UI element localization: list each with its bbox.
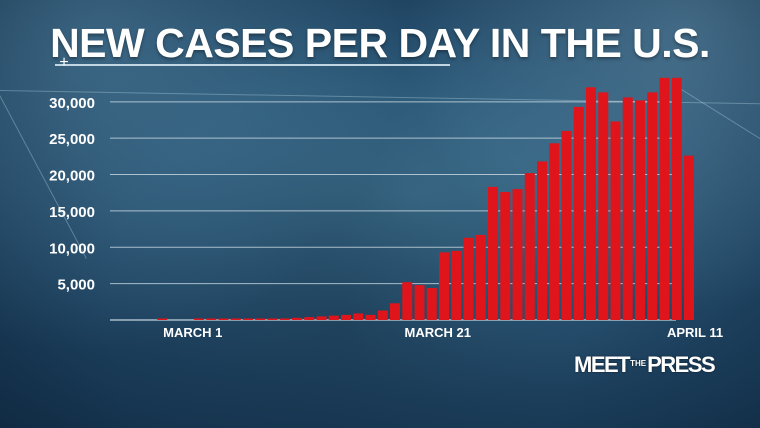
bar bbox=[341, 314, 351, 320]
bar bbox=[671, 77, 682, 321]
page-title: NEW CASES PER DAY IN THE U.S. bbox=[50, 20, 710, 66]
bar bbox=[255, 318, 266, 320]
bar bbox=[475, 234, 486, 320]
bar bbox=[659, 77, 670, 321]
bar bbox=[549, 143, 560, 320]
bar bbox=[353, 313, 364, 320]
bar bbox=[426, 288, 437, 320]
title-underline bbox=[55, 64, 450, 66]
bar-layer bbox=[157, 77, 694, 321]
bar bbox=[463, 237, 474, 320]
y-tick-label: 5,000 bbox=[57, 277, 95, 294]
bar bbox=[316, 316, 327, 320]
axis-layer: 5,000 10,000 15,000 20,000 25,000 30,000 MARCH… bbox=[49, 95, 723, 340]
bar bbox=[610, 121, 621, 320]
bar bbox=[377, 310, 388, 320]
bar bbox=[365, 314, 376, 320]
bar bbox=[218, 318, 229, 320]
bar bbox=[414, 285, 425, 320]
y-tick-label: 30,000 bbox=[49, 95, 95, 112]
x-tick-label: MARCH 21 bbox=[405, 325, 471, 340]
bar bbox=[586, 87, 596, 320]
bar bbox=[439, 252, 449, 320]
bar bbox=[292, 317, 302, 320]
bar bbox=[537, 161, 547, 320]
x-tick-label: APRIL 11 bbox=[667, 325, 723, 340]
crosshair-icon: + bbox=[59, 54, 69, 71]
y-tick-label: 20,000 bbox=[49, 168, 95, 185]
bar bbox=[328, 315, 339, 320]
bar bbox=[206, 318, 217, 320]
bar bbox=[684, 155, 694, 320]
bar bbox=[390, 303, 400, 320]
bar bbox=[402, 282, 413, 320]
bar bbox=[512, 189, 523, 320]
logo-part-the: THE bbox=[630, 359, 647, 368]
bar bbox=[194, 318, 204, 320]
y-tick-label: 10,000 bbox=[49, 240, 95, 257]
bar bbox=[451, 250, 462, 320]
logo-part-meet: MEET bbox=[574, 352, 631, 377]
bar bbox=[488, 186, 498, 320]
bar bbox=[524, 173, 535, 320]
bar bbox=[500, 192, 511, 320]
bar bbox=[304, 317, 315, 320]
bar bbox=[267, 318, 278, 320]
bar bbox=[647, 92, 658, 320]
bar bbox=[598, 92, 609, 320]
bar bbox=[279, 318, 290, 320]
bar bbox=[561, 130, 572, 320]
logo-part-press: PRESS bbox=[647, 352, 716, 377]
bar bbox=[243, 318, 253, 320]
bar bbox=[622, 97, 633, 320]
bar bbox=[230, 318, 241, 320]
y-tick-label: 25,000 bbox=[49, 131, 95, 148]
bar bbox=[635, 100, 645, 320]
y-tick-label: 15,000 bbox=[49, 204, 95, 221]
bar bbox=[573, 106, 584, 320]
meet-the-press-logo: MEETTHEPRESS bbox=[574, 352, 716, 378]
x-tick-label: MARCH 1 bbox=[163, 325, 222, 340]
bar bbox=[157, 318, 168, 320]
